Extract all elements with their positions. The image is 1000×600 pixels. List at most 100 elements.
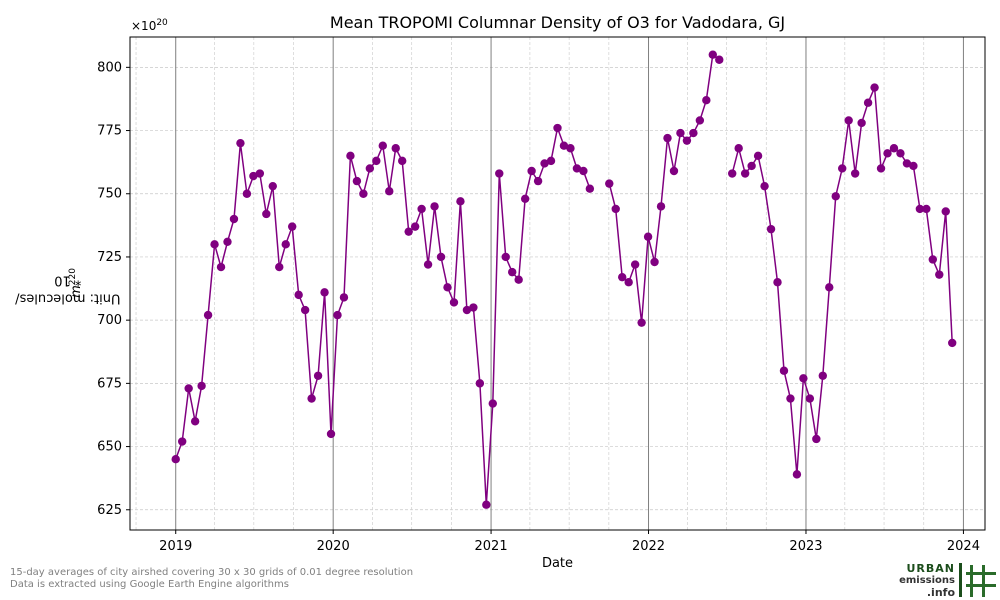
data-point: [495, 169, 504, 178]
data-point: [385, 187, 394, 196]
x-tick-label: 2020: [317, 539, 350, 554]
data-point: [294, 290, 303, 300]
data-point: [766, 224, 776, 234]
y-tick-label: 750: [97, 187, 122, 202]
data-point: [579, 166, 588, 176]
data-point: [799, 374, 808, 383]
data-point: [436, 252, 446, 262]
data-point: [896, 149, 905, 158]
y-axis-ticks: 625 650 675 700 725 750 775 800: [97, 60, 130, 518]
data-point: [915, 204, 925, 214]
data-point: [333, 310, 342, 320]
data-point: [210, 240, 219, 249]
data-point: [753, 151, 763, 161]
data-point: [611, 204, 620, 214]
data-point: [747, 161, 756, 171]
data-point: [928, 255, 938, 264]
y-tick-label: 625: [97, 503, 122, 518]
data-point: [734, 144, 743, 153]
data-point: [760, 181, 769, 191]
data-point: [857, 118, 866, 128]
data-point: [469, 303, 478, 312]
multiplier-exponent: 20: [156, 18, 168, 28]
data-point: [275, 262, 284, 272]
data-point: [825, 283, 834, 292]
data-point: [404, 227, 413, 236]
data-point: [948, 338, 957, 348]
data-point: [792, 470, 802, 479]
data-point: [669, 166, 679, 176]
data-point: [786, 394, 795, 403]
data-point: [171, 455, 180, 464]
data-point: [423, 260, 433, 269]
data-point: [372, 156, 381, 166]
data-point: [876, 164, 886, 173]
data-line: [174, 53, 953, 505]
x-axis-ticks: 2019 2020 2021 2022 2023 2024: [159, 530, 980, 554]
data-point: [682, 136, 692, 145]
data-point: [508, 267, 517, 277]
data-point: [184, 384, 193, 393]
data-point: [352, 176, 362, 186]
data-point: [410, 222, 420, 231]
data-point: [663, 133, 672, 143]
data-point: [223, 237, 232, 246]
data-point: [339, 293, 349, 302]
data-point: [689, 128, 698, 138]
data-point: [475, 379, 485, 388]
data-point: [695, 116, 705, 125]
logo-line-3: .info: [926, 586, 955, 599]
data-point: [585, 184, 595, 193]
data-point: [501, 252, 510, 262]
y-axis-multiplier: ×1020: [131, 18, 168, 33]
data-point: [391, 144, 400, 153]
data-point: [365, 164, 375, 173]
data-point: [870, 83, 879, 92]
data-point: [216, 262, 226, 272]
hash-grid-icon: [959, 563, 996, 597]
data-point: [630, 260, 640, 269]
data-point: [326, 429, 336, 439]
data-point: [398, 156, 407, 166]
data-point: [281, 240, 290, 249]
data-point: [514, 275, 523, 284]
data-point: [203, 310, 213, 320]
data-point: [605, 179, 614, 188]
x-tick-label: 2024: [947, 539, 980, 554]
x-tick-label: 2021: [475, 539, 508, 554]
series-line-segment: [174, 125, 591, 505]
data-point: [346, 151, 355, 161]
y-tick-label: 725: [97, 250, 122, 265]
data-point: [831, 192, 840, 201]
data-point: [715, 55, 724, 64]
data-point: [359, 189, 368, 198]
y-label-prefix: Unit: molecules/: [15, 290, 121, 306]
data-point: [618, 272, 627, 282]
data-point: [527, 166, 536, 176]
data-point: [255, 169, 265, 178]
data-point: [805, 394, 815, 403]
data-point: [482, 500, 491, 509]
data-point: [540, 159, 549, 168]
data-point: [417, 204, 426, 214]
data-point: [812, 434, 821, 444]
logo-line-1: URBAN: [906, 562, 955, 575]
y-tick-label: 700: [97, 313, 122, 328]
data-point: [449, 298, 459, 307]
data-point: [572, 164, 582, 173]
data-point: [844, 116, 853, 125]
multiplier-base: ×10: [131, 19, 157, 33]
y-tick-label: 800: [97, 60, 122, 75]
data-point: [922, 204, 931, 214]
x-axis-label: Date: [541, 556, 574, 571]
data-point: [236, 138, 245, 148]
data-point: [229, 214, 239, 224]
data-point: [320, 288, 329, 297]
year-divider-lines: [175, 37, 964, 530]
data-markers: [171, 50, 957, 509]
data-point: [559, 141, 569, 150]
y-tick-label: 650: [97, 440, 122, 455]
data-point: [909, 161, 918, 171]
data-point: [728, 169, 737, 178]
